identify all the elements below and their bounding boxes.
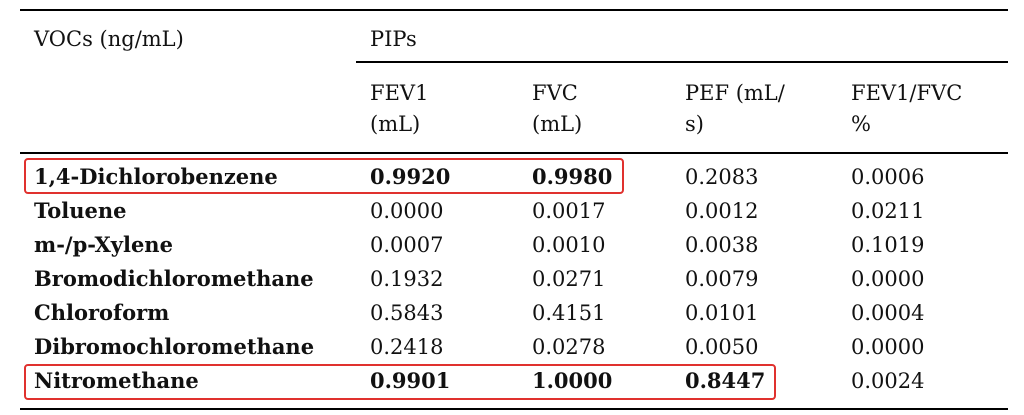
row-value: 0.0038 (685, 233, 759, 257)
table-bottom-rule (20, 408, 1008, 410)
row-value: 0.0012 (685, 199, 759, 223)
header-vocs: VOCs (ng/mL) (34, 27, 184, 51)
row-value: 0.0006 (851, 165, 925, 189)
header-fev1-line2: (mL) (370, 112, 421, 136)
row-value: 0.4151 (532, 301, 606, 325)
row-value: 0.0007 (370, 233, 444, 257)
row-value: 0.0211 (851, 199, 925, 223)
header-fev1fvc-line2: % (851, 112, 871, 136)
header-pef-line1: PEF (mL/ (685, 81, 785, 105)
row-value: 0.0017 (532, 199, 606, 223)
row-name: Chloroform (34, 300, 170, 325)
header-bottom-rule (20, 152, 1008, 154)
row-name: m-/p-Xylene (34, 232, 173, 257)
row-value: 0.1932 (370, 267, 444, 291)
highlight-box-nitromethane (24, 364, 776, 400)
row-value: 0.2418 (370, 335, 444, 359)
row-value: 0.1019 (851, 233, 925, 257)
row-value: 0.0000 (370, 199, 444, 223)
row-name: Bromodichloromethane (34, 266, 314, 291)
header-fvc-line2: (mL) (532, 112, 583, 136)
row-value: 0.0010 (532, 233, 606, 257)
row-name: Dibromochloromethane (34, 334, 315, 359)
row-value: 0.0101 (685, 301, 759, 325)
row-name: 1,4-Dichlorobenzene (34, 164, 278, 189)
row-value: 0.0000 (851, 335, 925, 359)
header-pef-line2: s) (685, 112, 704, 136)
row-value: 0.9980 (532, 164, 613, 189)
row-value: 0.0024 (851, 369, 925, 393)
row-value: 0.8447 (685, 368, 766, 393)
row-value: 0.2083 (685, 165, 759, 189)
row-value: 0.0079 (685, 267, 759, 291)
row-value: 0.0000 (851, 267, 925, 291)
row-value: 0.9920 (370, 164, 451, 189)
highlight-box-dichlorobenzene (24, 158, 624, 194)
pips-group-rule (356, 61, 1008, 63)
header-fvc-line1: FVC (532, 81, 578, 105)
header-fev1fvc-line1: FEV1/FVC (851, 81, 963, 105)
row-value: 0.0278 (532, 335, 606, 359)
header-fev1-line1: FEV1 (370, 81, 429, 105)
table-top-rule (20, 9, 1008, 11)
row-value: 0.0050 (685, 335, 759, 359)
row-value: 1.0000 (532, 368, 613, 393)
row-value: 0.0004 (851, 301, 925, 325)
row-value: 0.9901 (370, 368, 451, 393)
row-value: 0.0271 (532, 267, 606, 291)
row-name: Nitromethane (34, 368, 199, 393)
row-name: Toluene (34, 198, 127, 223)
header-pips-group: PIPs (370, 27, 417, 51)
row-value: 0.5843 (370, 301, 444, 325)
